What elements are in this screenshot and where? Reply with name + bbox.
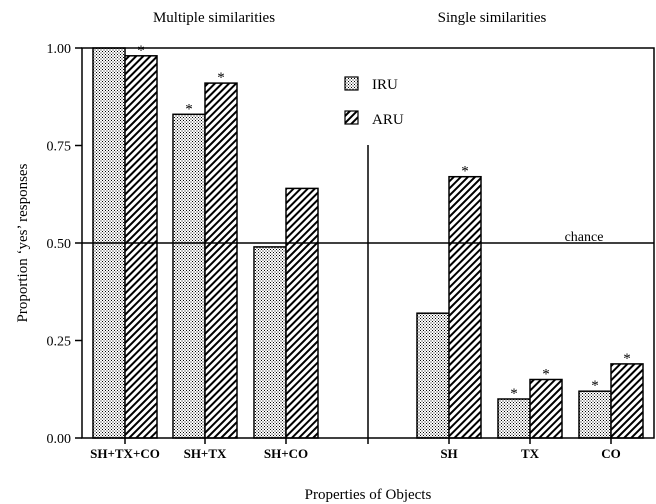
significance-star: * <box>510 386 518 402</box>
legend-swatch-aru <box>344 110 359 125</box>
bar-aru <box>124 55 158 439</box>
bar-aru <box>204 82 238 439</box>
ticks-layer: 0.00 0.25 0.50 0.75 1.00 SH+TX+CO SH+TX SH+CO SH… <box>47 42 621 461</box>
y-tick-label: 0.75 <box>47 140 72 155</box>
bar-aru <box>610 363 644 439</box>
category-label: SH+TX <box>184 446 227 461</box>
bar-aru <box>529 378 563 439</box>
bar-iru <box>172 113 206 439</box>
y-tick-label: 0.00 <box>47 432 72 447</box>
y-tick-label: 0.50 <box>47 237 72 252</box>
significance-star: * <box>137 43 145 59</box>
significance-star: * <box>217 70 225 86</box>
y-tick-label: 1.00 <box>47 42 72 57</box>
significance-star: * <box>623 351 631 367</box>
category-label: CO <box>601 446 621 461</box>
x-axis-title: Properties of Objects <box>305 487 432 503</box>
marks-layer: * * * * * * * * <box>137 43 631 402</box>
category-label: SH+CO <box>264 446 308 461</box>
bar-iru <box>497 398 531 439</box>
group-title-single: Single similarities <box>438 10 547 26</box>
legend-swatch-iru <box>344 76 359 91</box>
group-title-multiple: Multiple similarities <box>153 10 275 26</box>
significance-star: * <box>591 378 599 394</box>
category-label: SH+TX+CO <box>90 446 160 461</box>
bar-iru <box>253 246 287 439</box>
bar-iru <box>416 312 450 439</box>
significance-star: * <box>542 367 550 383</box>
bar-aru <box>285 187 319 439</box>
legend-label-aru: ARU <box>372 112 404 128</box>
category-label: TX <box>521 446 540 461</box>
y-tick-label: 0.25 <box>47 335 72 350</box>
y-axis-title: Proportion ‘yes’ responses <box>15 163 31 322</box>
legend-label-iru: IRU <box>372 77 398 93</box>
legend: IRU ARU <box>344 76 404 128</box>
category-label: SH <box>440 446 457 461</box>
bar-aru <box>448 175 482 439</box>
bar-iru <box>578 390 612 439</box>
significance-star: * <box>185 101 193 117</box>
significance-star: * <box>461 164 469 180</box>
chance-label: chance <box>565 230 604 245</box>
bars-layer <box>92 47 644 439</box>
